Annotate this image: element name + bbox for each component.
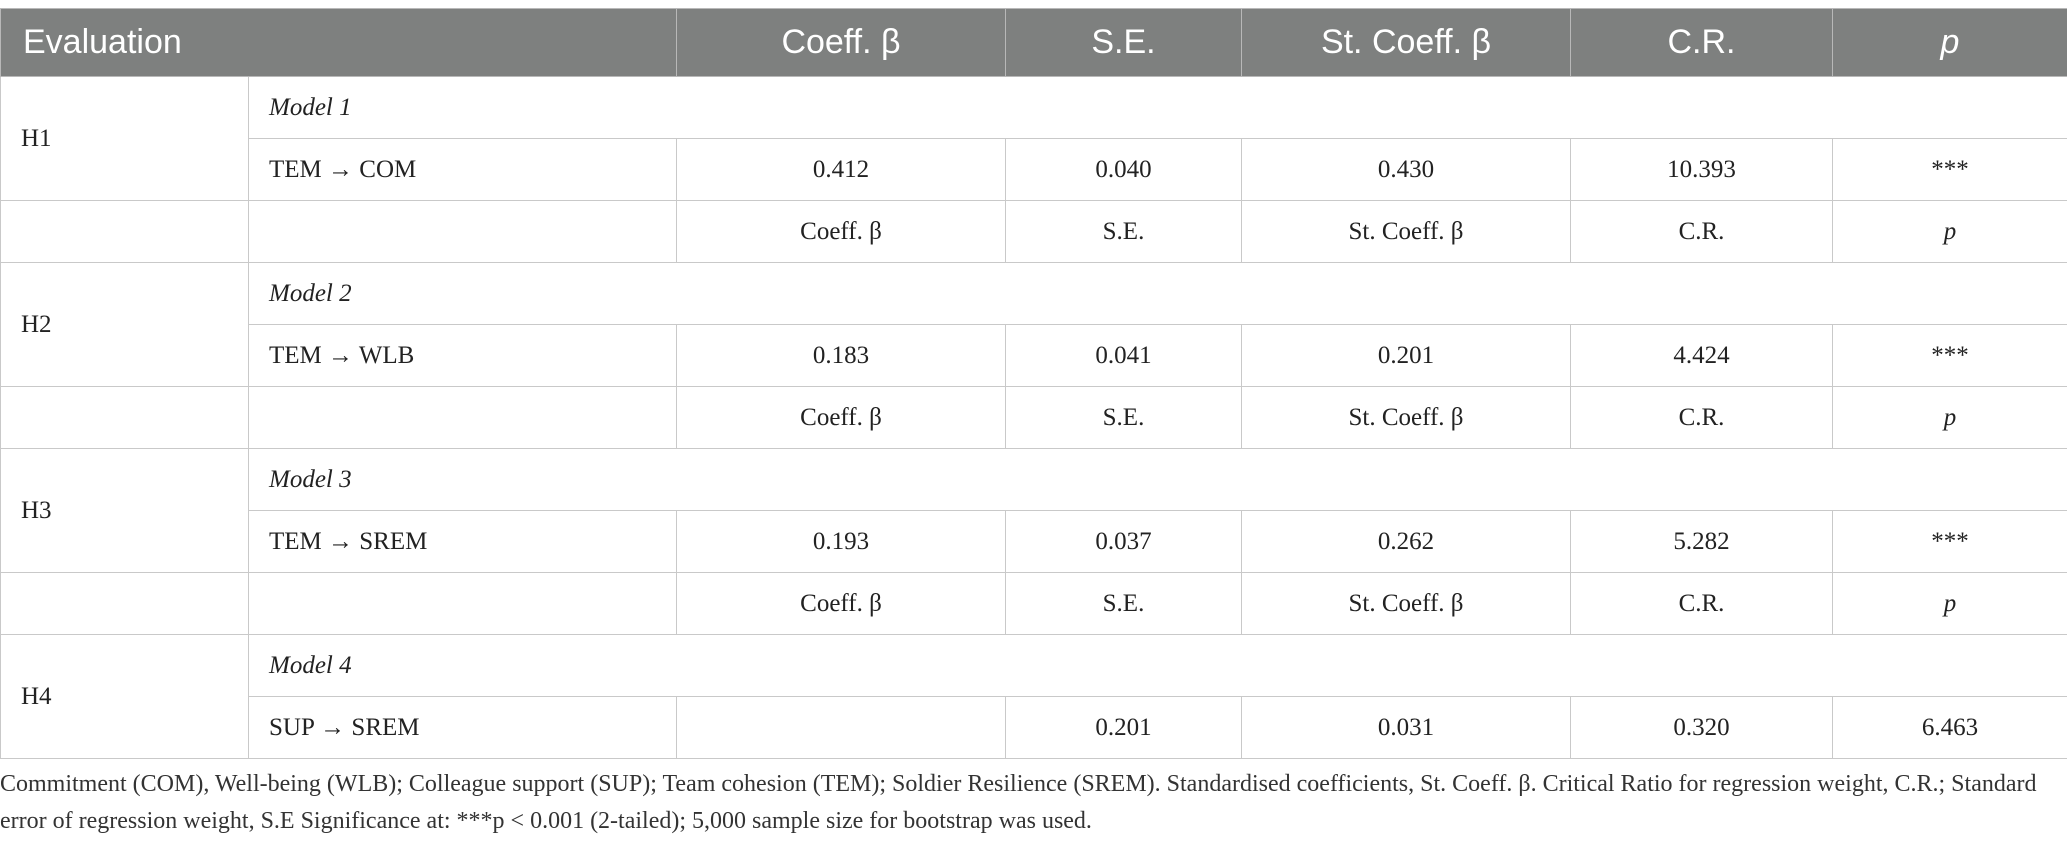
table-row: SUP → SREM 0.201 0.031 0.320 6.463 — [1, 696, 2067, 759]
table-row: H1 Model 1 — [0, 76, 2067, 201]
table-row: H4 Model 4 — [0, 634, 2067, 759]
st-coeff-cell: 0.262 — [1241, 510, 1571, 573]
se-cell: 0.037 — [1005, 510, 1242, 573]
subheader-st-coeff: St. Coeff. β — [1241, 200, 1571, 263]
table-row: TEM → COM 0.412 0.040 0.430 10.393 *** — [1, 138, 2067, 201]
subheader-cr: C.R. — [1570, 200, 1833, 263]
model-label: Model 2 — [248, 262, 2067, 325]
coeff-cell: 0.193 — [676, 510, 1006, 573]
model-label: Model 1 — [248, 76, 2067, 139]
header-evaluation: Evaluation — [0, 8, 677, 77]
model-label: Model 4 — [248, 634, 2067, 697]
coeff-cell: 0.183 — [676, 324, 1006, 387]
p-cell: *** — [1832, 138, 2067, 201]
subheader-p: p — [1832, 572, 2067, 635]
p-cell: *** — [1832, 510, 2067, 573]
subheader-se: S.E. — [1005, 386, 1242, 449]
header-se: S.E. — [1005, 8, 1242, 77]
table-footnote: Commitment (COM), Well-being (WLB); Coll… — [0, 771, 2037, 834]
cr-cell: 5.282 — [1570, 510, 1833, 573]
subheader-se: S.E. — [1005, 200, 1242, 263]
table-row: H3 Model 3 — [0, 448, 2067, 573]
st-coeff-cell: 0.430 — [1241, 138, 1571, 201]
path-cell: SUP → SREM — [248, 696, 677, 759]
table-row: TEM → WLB 0.183 0.041 0.201 4.424 *** — [1, 324, 2067, 387]
subheader-st-coeff: St. Coeff. β — [1241, 386, 1571, 449]
subheader-st-coeff: St. Coeff. β — [1241, 572, 1571, 635]
header-coeff: Coeff. β — [676, 8, 1006, 77]
se-cell: 0.201 — [1005, 696, 1242, 759]
subheader-row: Coeff. β S.E. St. Coeff. β C.R. p — [0, 200, 2067, 263]
subheader-cr: C.R. — [1570, 572, 1833, 635]
subheader-coeff: Coeff. β — [676, 200, 1006, 263]
cr-cell: 0.320 — [1570, 696, 1833, 759]
se-cell: 0.041 — [1005, 324, 1242, 387]
p-cell: *** — [1832, 324, 2067, 387]
header-cr: C.R. — [1570, 8, 1833, 77]
subheader-cr: C.R. — [1570, 386, 1833, 449]
hypothesis-label: H1 — [0, 76, 249, 201]
coeff-cell: 0.412 — [676, 138, 1006, 201]
table-row: H2 Model 2 — [0, 262, 2067, 387]
se-cell: 0.040 — [1005, 138, 1242, 201]
p-cell: 6.463 — [1832, 696, 2067, 759]
path-cell: TEM → COM — [248, 138, 677, 201]
path-cell: TEM → SREM — [248, 510, 677, 573]
subheader-p: p — [1832, 386, 2067, 449]
st-coeff-cell: 0.201 — [1241, 324, 1571, 387]
cr-cell: 4.424 — [1570, 324, 1833, 387]
subheader-coeff: Coeff. β — [676, 386, 1006, 449]
hypothesis-label: H2 — [0, 262, 249, 387]
subheader-row: Coeff. β S.E. St. Coeff. β C.R. p — [0, 572, 2067, 635]
subheader-p: p — [1832, 200, 2067, 263]
subheader-row: Coeff. β S.E. St. Coeff. β C.R. p — [0, 386, 2067, 449]
path-cell: TEM → WLB — [248, 324, 677, 387]
cr-cell: 10.393 — [1570, 138, 1833, 201]
results-table: Evaluation Coeff. β S.E. St. Coeff. β C.… — [0, 8, 2067, 759]
header-row: Evaluation Coeff. β S.E. St. Coeff. β C.… — [0, 8, 2067, 77]
coeff-cell — [676, 696, 1006, 759]
subheader-se: S.E. — [1005, 572, 1242, 635]
table-row: TEM → SREM 0.193 0.037 0.262 5.282 *** — [1, 510, 2067, 573]
header-p: p — [1832, 8, 2067, 77]
st-coeff-cell: 0.031 — [1241, 696, 1571, 759]
hypothesis-label: H3 — [0, 448, 249, 573]
model-label: Model 3 — [248, 448, 2067, 511]
header-st-coeff: St. Coeff. β — [1241, 8, 1571, 77]
hypothesis-label: H4 — [0, 634, 249, 759]
subheader-coeff: Coeff. β — [676, 572, 1006, 635]
